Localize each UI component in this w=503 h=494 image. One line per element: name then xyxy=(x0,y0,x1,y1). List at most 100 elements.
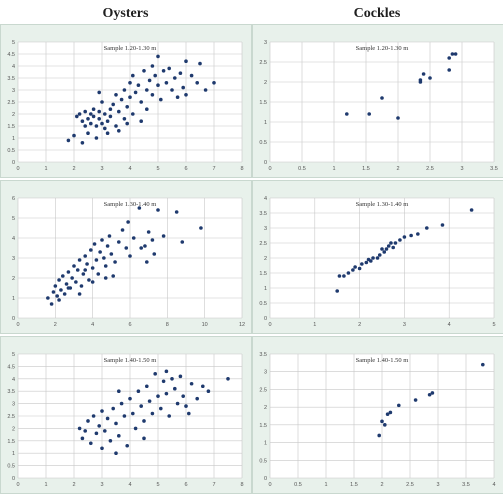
oysters-b-data-point xyxy=(131,236,136,240)
cockles-a-x-tick-label: 0 xyxy=(268,166,271,172)
oysters-b-data-point xyxy=(61,274,65,278)
oysters-b-y-tick-label: 5 xyxy=(12,216,15,222)
oysters-b-x-tick-label: 8 xyxy=(166,322,169,328)
cockles-a-x-tick-label: 3 xyxy=(460,166,463,172)
oysters-b-data-point xyxy=(74,280,78,284)
cockles-a-data-point xyxy=(396,116,400,120)
oysters-a-data-point xyxy=(145,107,149,111)
cockles-b-data-point xyxy=(335,289,340,293)
oysters-a-data-point xyxy=(80,119,85,123)
cockles-b-y-tick-label: 1.5 xyxy=(259,271,267,277)
oysters-b-x-tick-label: 0 xyxy=(16,322,19,328)
oysters-a-x-tick-label: 2 xyxy=(72,166,75,172)
cockles-c-x-tick-label: 1 xyxy=(324,482,327,488)
oysters-a-data-point xyxy=(111,102,115,107)
cockles-a-data-point xyxy=(367,112,372,116)
oysters-a-y-tick-label: 3.5 xyxy=(7,76,15,82)
oysters-b-data-point xyxy=(79,284,84,288)
oysters-a-data-point xyxy=(86,131,90,135)
oysters-a-data-point xyxy=(156,83,160,87)
oysters-c-data-point xyxy=(77,426,82,431)
oysters-a-data-point xyxy=(181,85,185,90)
oysters-c-data-point xyxy=(83,429,87,433)
oysters-c-data-point xyxy=(89,441,93,446)
oysters-c-data-point xyxy=(125,443,129,448)
oysters-a-data-point xyxy=(108,114,113,119)
cockles-b-data-point xyxy=(409,233,413,238)
oysters-b-data-point xyxy=(100,238,104,242)
cockles-b-data-point xyxy=(380,247,384,251)
oysters-a-data-point xyxy=(212,81,216,85)
cockles-c-data-point xyxy=(385,412,390,417)
oysters-c-y-tick-label: 0 xyxy=(12,476,15,482)
cockles-c-x-tick-label: 4 xyxy=(492,482,495,488)
oysters-c-data-point xyxy=(94,431,99,436)
cockles-b-data-point xyxy=(353,265,357,269)
oysters-c-data-point xyxy=(184,404,188,408)
oysters-a-data-point xyxy=(100,121,104,126)
oysters-a-data-point xyxy=(164,81,169,85)
oysters-b-data-point xyxy=(107,234,112,238)
oysters-c-data-point xyxy=(195,396,199,401)
oysters-c-data-point xyxy=(156,394,160,398)
oysters-a-data-point xyxy=(131,112,135,116)
cockles-a-y-tick-label: 0.5 xyxy=(259,140,267,146)
oysters-c-data-point xyxy=(147,399,152,403)
oysters-a-y-tick-label: 1 xyxy=(12,136,15,142)
oysters-a-data-point xyxy=(131,73,135,78)
oysters-a-data-point xyxy=(203,88,208,92)
oysters-a-data-point xyxy=(142,69,146,73)
oysters-a-data-point xyxy=(80,141,85,145)
cockles-a-data-point xyxy=(345,112,349,116)
oysters-b-data-point xyxy=(109,252,114,256)
oysters-a-data-point xyxy=(170,88,174,92)
cockles-c-data-point xyxy=(380,419,384,424)
oysters-a-data-point xyxy=(105,131,110,135)
oysters-a-y-tick-label: 5 xyxy=(12,40,15,46)
cockles-a-x-tick-label: 1 xyxy=(332,166,335,172)
oysters-c-data-point xyxy=(201,384,205,389)
oysters-a-x-tick-label: 4 xyxy=(128,166,131,172)
oysters-c-x-tick-label: 8 xyxy=(240,482,243,488)
cockles-b-data-point xyxy=(384,247,389,251)
oysters-b-data-point xyxy=(81,272,86,276)
oysters-c-y-tick-label: 3.5 xyxy=(7,389,15,395)
oysters-a-data-point xyxy=(150,64,155,68)
cockles-b-data-point xyxy=(440,223,445,227)
oysters-a-data-point xyxy=(114,124,118,128)
oysters-b-data-point xyxy=(137,206,142,210)
oysters-c-data-point xyxy=(187,411,191,416)
oysters-c-data-point xyxy=(117,434,121,438)
oysters-a-data-point xyxy=(145,88,149,92)
oysters-b-data-point xyxy=(57,298,61,302)
cockles-a-data-point xyxy=(428,76,432,80)
oysters-b-data-point xyxy=(103,264,108,268)
oysters-b-data-point xyxy=(77,258,82,262)
oysters-c-data-point xyxy=(161,379,166,384)
oysters-a-data-point xyxy=(77,112,82,116)
oysters-b-data-point xyxy=(89,248,93,252)
oysters-b-y-tick-label: 2 xyxy=(12,276,15,282)
oysters-a-data-point xyxy=(114,93,118,97)
oysters-a-data-point xyxy=(75,114,79,119)
oysters-c-data-point xyxy=(114,421,118,426)
cockles-a-x-tick-label: 0.5 xyxy=(298,166,306,172)
cockles-c-y-tick-label: 1.5 xyxy=(259,423,267,429)
cockles-b-x-tick-label: 1 xyxy=(313,322,316,328)
oysters-a-x-tick-label: 6 xyxy=(184,166,187,172)
oysters-c-data-point xyxy=(170,377,174,381)
oysters-b-data-point xyxy=(92,242,97,246)
cockles-b-data-point xyxy=(382,250,387,254)
oysters-c-data-point xyxy=(131,411,135,416)
oysters-b-data-point xyxy=(72,264,76,268)
cockles-b-data-point xyxy=(391,245,396,250)
oysters-b-y-tick-label: 1 xyxy=(12,296,15,302)
oysters-c-data-point xyxy=(142,436,146,441)
oysters-c-x-tick-label: 3 xyxy=(100,482,103,488)
oysters-a-data-point xyxy=(108,107,113,111)
oysters-b-x-tick-label: 12 xyxy=(239,322,245,328)
cockles-c-data-point xyxy=(430,391,435,395)
oysters-c-data-point xyxy=(181,394,185,398)
cockles-c-x-tick-label: 3 xyxy=(436,482,439,488)
